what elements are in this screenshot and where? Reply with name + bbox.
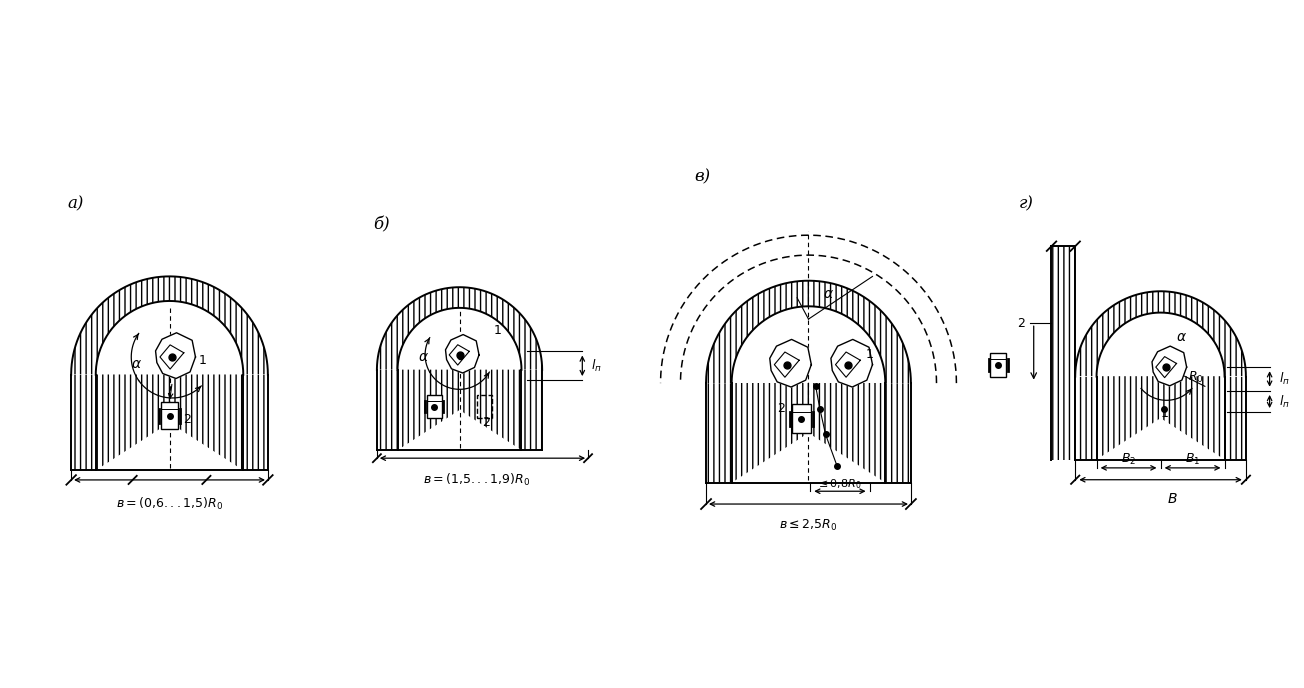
Text: $l_п$: $l_п$ bbox=[592, 358, 602, 374]
Text: $B$: $B$ bbox=[1167, 492, 1178, 506]
Text: $B_1$: $B_1$ bbox=[1185, 452, 1200, 467]
Polygon shape bbox=[72, 277, 267, 471]
Bar bbox=[991, 353, 1005, 376]
Text: 2: 2 bbox=[183, 413, 192, 426]
Bar bbox=[426, 395, 442, 418]
Text: $\alpha$: $\alpha$ bbox=[1176, 330, 1187, 344]
Text: $\alpha$: $\alpha$ bbox=[132, 357, 142, 371]
Polygon shape bbox=[377, 287, 542, 450]
Text: 2: 2 bbox=[777, 402, 785, 415]
Polygon shape bbox=[1151, 346, 1187, 386]
Text: 1: 1 bbox=[1161, 407, 1168, 420]
Text: $B_2$: $B_2$ bbox=[1121, 452, 1136, 467]
Polygon shape bbox=[1051, 246, 1076, 460]
Text: г): г) bbox=[1018, 195, 1033, 213]
Text: 1: 1 bbox=[198, 354, 206, 367]
Text: $в = (0{,}6...1{,}5)R_0$: $в = (0{,}6...1{,}5)R_0$ bbox=[116, 496, 223, 513]
Text: $в\leq2{,}5R_0$: $в\leq2{,}5R_0$ bbox=[780, 518, 837, 533]
Text: 2: 2 bbox=[1017, 316, 1025, 330]
Text: $\leq0{,}8R_0$: $\leq0{,}8R_0$ bbox=[816, 477, 862, 491]
Polygon shape bbox=[155, 333, 196, 378]
Polygon shape bbox=[705, 281, 911, 483]
Text: в): в) bbox=[695, 168, 711, 185]
Text: б): б) bbox=[373, 217, 390, 234]
Text: 1: 1 bbox=[866, 347, 874, 361]
Bar bbox=[160, 402, 179, 429]
Polygon shape bbox=[831, 339, 872, 387]
Text: $l_п$: $l_п$ bbox=[1279, 394, 1290, 409]
Text: $в= (1{,}5...1{,}9)R_0$: $в= (1{,}5...1{,}9)R_0$ bbox=[424, 472, 531, 488]
Text: $\alpha$: $\alpha$ bbox=[419, 350, 429, 364]
Text: а): а) bbox=[67, 195, 83, 212]
Bar bbox=[792, 405, 811, 433]
Text: $R_0$: $R_0$ bbox=[1188, 370, 1204, 385]
Bar bbox=[477, 395, 492, 418]
Text: $l_п$: $l_п$ bbox=[1279, 371, 1290, 387]
Text: 2: 2 bbox=[482, 416, 490, 429]
Polygon shape bbox=[446, 334, 479, 373]
Text: $\alpha$: $\alpha$ bbox=[823, 287, 833, 301]
Polygon shape bbox=[769, 339, 811, 387]
Text: 1: 1 bbox=[494, 324, 502, 337]
Polygon shape bbox=[1076, 291, 1245, 460]
